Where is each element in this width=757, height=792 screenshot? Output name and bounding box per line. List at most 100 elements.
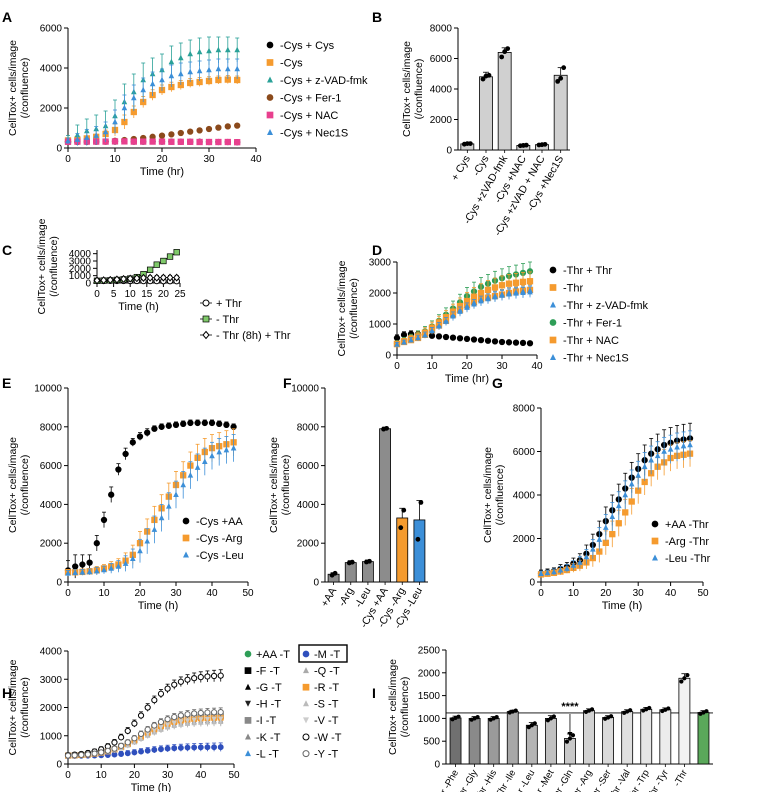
panel-letter: F [283,375,292,391]
data-point [245,733,251,740]
data-point [178,70,184,77]
legend-entry: - Thr [200,314,239,326]
data-point [266,41,274,49]
data-point [215,124,222,131]
data-point [187,419,194,427]
data-point [101,566,107,573]
data-point [551,568,557,575]
data-point [651,537,659,545]
data-point [201,419,208,427]
panel-a: 0 2000 4000 6000 CellTox+ cells/image(/confl… [2,9,368,178]
panel-letter: C [2,242,12,258]
legend-label: -Cys -Arg [196,533,242,545]
y-tick-label: 0 [85,279,91,290]
data-point [138,748,144,755]
data-point [224,138,231,146]
data-point [94,567,100,574]
x-tick-label: 20 [134,588,146,599]
bar [487,718,500,765]
data-point [418,500,424,505]
data-point [216,448,222,455]
data-point [140,273,147,282]
bar [379,428,391,583]
y-label-line2: (/confluence) [19,58,31,119]
data-point [84,134,90,140]
x-tick-label: 0 [65,770,71,781]
y-tick-label: 6000 [513,447,536,458]
data-point [106,275,114,284]
data-point [158,132,166,139]
legend-entry: -Thr + Fer-1 [549,317,622,329]
legend-entry: -M -T [298,644,348,663]
data-point [206,47,212,54]
bar [678,677,691,765]
data-point [171,720,177,726]
data-point [628,708,633,713]
y-tick-label: 6000 [40,461,63,472]
legend-label: +AA -Thr [665,519,709,531]
data-point [475,715,480,720]
data-point [166,253,174,260]
data-point [187,472,194,478]
data-point [394,341,400,347]
x-tick-label: 30 [633,588,645,599]
data-point [532,721,537,726]
data-point [443,318,449,324]
data-point [113,275,121,284]
y-tick-label: 4000 [40,64,63,75]
data-point [549,336,557,344]
data-point [548,716,553,721]
data-point [111,745,118,752]
data-point [71,752,78,759]
y-axis-label: CellTox+ cells/image(/confluence) [336,260,360,356]
data-point [628,480,635,487]
data-point [115,466,122,473]
data-point [615,520,622,527]
data-point [628,498,635,505]
data-point [234,46,240,53]
data-point [245,750,251,757]
data-point [477,336,485,344]
y-tick-label: 8000 [297,422,320,433]
panel-letter: H [2,685,12,701]
data-point [191,675,198,682]
data-point [158,724,164,731]
data-point [267,76,273,83]
y-label-line2: (/confluence) [19,677,31,738]
legend-label: -Thr + Fer-1 [563,317,622,329]
data-point [121,138,128,145]
data-point [436,322,442,329]
legend-label: -W -T [314,732,342,744]
y-tick-label: 2000 [297,539,320,550]
legend-entry: -Q -T [303,665,340,677]
x-tick-label: 50 [228,770,240,781]
bar [640,708,653,765]
data-point [549,266,557,274]
panel-e: 0 2000 4000 6000 8000 10000 CellTox+ cells/ima… [2,375,254,612]
legend-label: -M -T [314,649,341,661]
panel-i: 0 500 1000 1500 2000 2500 CellTox+ cells/image… [372,646,713,792]
legend-entry: -G -T [245,682,282,694]
data-point [93,276,101,285]
y-label-line2: (/confluence) [399,677,411,738]
data-point [164,716,171,723]
bar [602,717,615,765]
data-point [512,339,520,346]
x-tick-label: 10 [568,588,580,599]
legend-label: -Thr + z-VAD-fmk [563,300,649,312]
y-label-line1: CellTox+ cells/image [7,659,19,755]
legend-label: -Cys + NAC [280,110,338,122]
legend-label: -Cys +AA [196,516,243,528]
legend-entry: -K -T [245,732,281,744]
y-tick-label: 2000 [40,104,63,115]
data-point [196,67,203,74]
data-point [159,76,165,83]
data-point [557,566,564,573]
data-point [609,530,616,538]
legend-entry: +AA -T [244,649,290,661]
data-point [194,419,201,427]
data-point [499,292,505,298]
panel-b: 0 2000 4000 6000 8000 CellTox+ cells/image(/c… [372,9,570,238]
data-point [492,293,498,300]
data-point [555,78,561,84]
